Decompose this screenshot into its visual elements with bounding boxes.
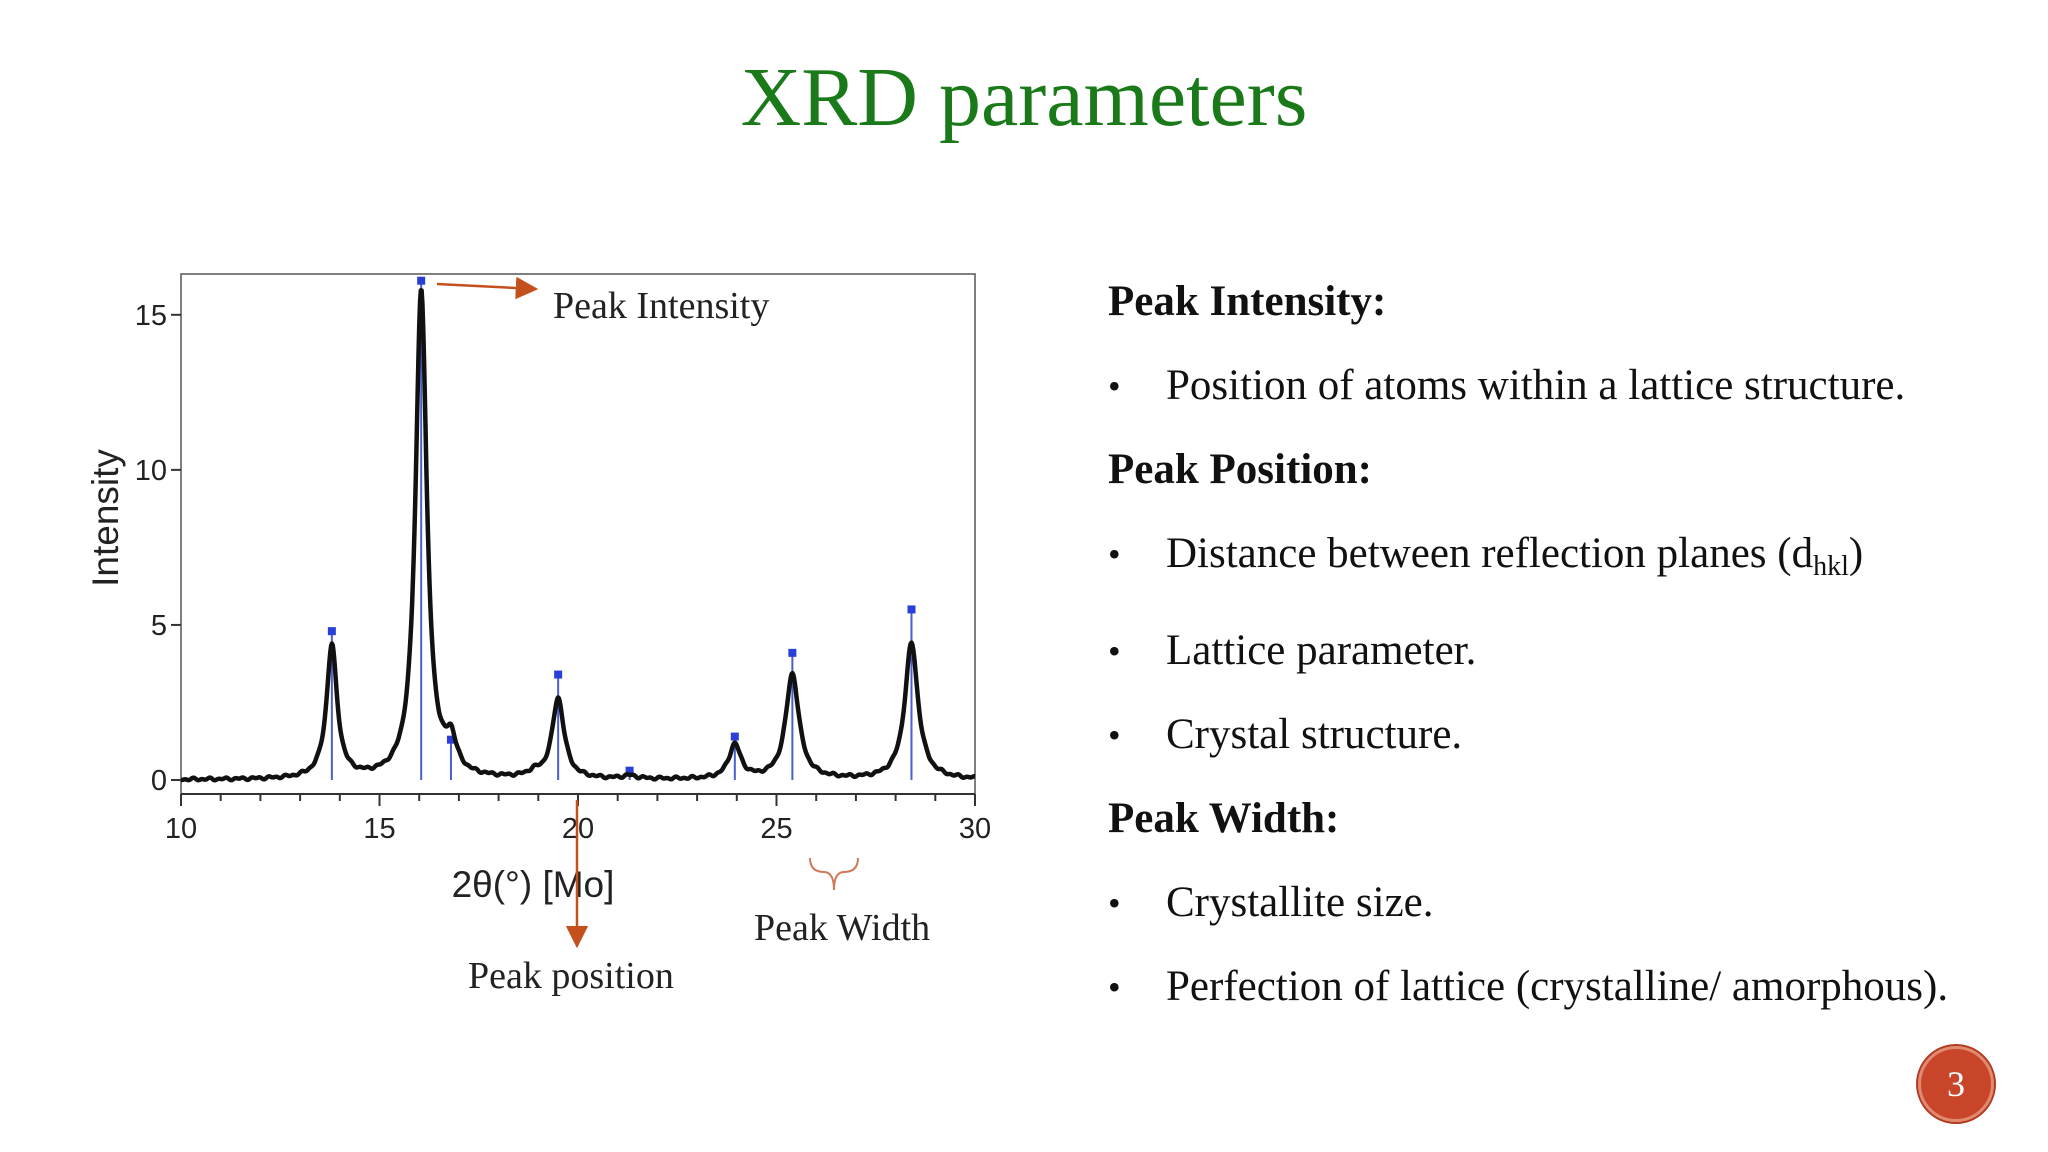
list-peak-position: • Distance between reflection planes (dhk… — [1108, 524, 2028, 765]
bullet-icon: • — [1108, 967, 1121, 1007]
peak-width-brace — [809, 857, 859, 891]
x-axis-label: 2θ(°) [Mo] — [452, 864, 615, 905]
y-tick-label: 0 — [151, 765, 167, 797]
notes-panel: Peak Intensity: • Position of atoms withi… — [1108, 272, 2028, 1041]
slide-title: XRD parameters — [740, 51, 1308, 144]
bullet-text: Crystallite size. — [1166, 879, 1434, 926]
bullet-text: Crystal structure. — [1166, 711, 1463, 758]
list-item: • Crystallite size. — [1108, 873, 2028, 933]
reflection-marker — [907, 605, 916, 614]
bullet-text: Lattice parameter. — [1166, 627, 1477, 674]
bullet-icon: • — [1108, 534, 1121, 574]
x-axis: 1015202530 — [165, 793, 991, 845]
slide-number-badge: 3 — [1918, 1046, 1994, 1122]
list-item: • Lattice parameter. — [1108, 621, 2028, 681]
bullet-icon: • — [1108, 715, 1121, 755]
annotation-peak-width: Peak Width — [754, 907, 930, 949]
annotation-peak-position: Peak position — [468, 955, 674, 997]
y-axis-label: Intensity — [85, 449, 126, 587]
heading-peak-width: Peak Width: — [1108, 795, 1340, 842]
x-tick-label: 25 — [760, 813, 792, 845]
reflection-marker — [327, 627, 336, 636]
bullet-text: Perfection of lattice (crystalline/ amor… — [1166, 963, 1949, 1010]
reflection-markers — [327, 276, 916, 780]
bullet-text: Position of atoms within a lattice struc… — [1166, 362, 1906, 409]
list-peak-intensity: • Position of atoms within a lattice stru… — [1108, 356, 2028, 416]
peak-intensity-arrow — [436, 276, 539, 300]
y-axis: 0 5 10 15 — [135, 300, 181, 797]
x-tick-label: 10 — [165, 813, 197, 845]
heading-peak-intensity: Peak Intensity: — [1108, 278, 1387, 325]
reflection-marker — [788, 648, 797, 657]
heading-peak-position: Peak Position: — [1108, 446, 1372, 493]
reflection-marker — [417, 276, 426, 285]
reflection-marker — [730, 732, 739, 741]
annotation-peak-intensity: Peak Intensity — [553, 285, 769, 327]
list-item: • Perfection of lattice (crystalline/ amo… — [1108, 957, 2028, 1017]
bullet-icon: • — [1108, 883, 1121, 923]
list-item: • Distance between reflection planes (dhk… — [1108, 524, 2028, 597]
reflection-marker — [446, 735, 455, 744]
y-tick-label: 10 — [135, 455, 167, 487]
bullet-text-end: ) — [1848, 530, 1864, 577]
y-tick-label: 15 — [135, 300, 167, 332]
bullet-text: Distance between reflection planes (d — [1166, 530, 1814, 577]
bullet-icon: • — [1108, 631, 1121, 671]
subscript-hkl: hkl — [1813, 551, 1849, 582]
x-tick-label: 30 — [959, 813, 991, 845]
diffraction-trace — [179, 288, 977, 783]
x-tick-label: 15 — [363, 813, 395, 845]
reflection-marker — [625, 766, 634, 775]
plot-frame — [180, 273, 976, 795]
reflection-marker — [554, 670, 563, 679]
y-tick-label: 5 — [151, 610, 167, 642]
list-item: • Position of atoms within a lattice stru… — [1108, 356, 2028, 416]
list-item: • Crystal structure. — [1108, 705, 2028, 765]
list-peak-width: • Crystallite size. • Perfection of lattic… — [1108, 873, 2028, 1017]
bullet-icon: • — [1108, 366, 1121, 406]
